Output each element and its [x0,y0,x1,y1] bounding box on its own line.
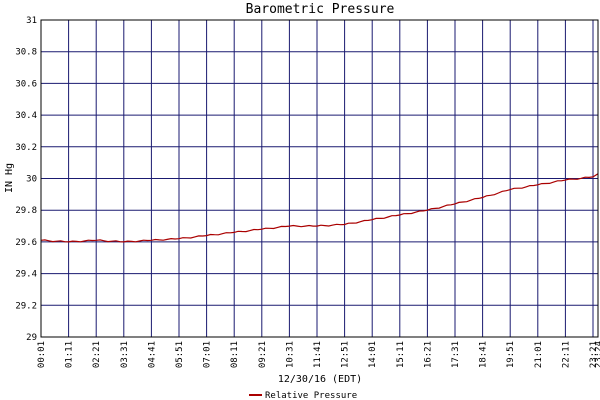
grid [40,19,599,338]
legend: Relative Pressure [249,391,357,400]
x-tick-label: 15:11 [396,341,406,368]
plot-frame [40,19,599,338]
y-tick-label: 29.2 [15,301,37,311]
x-tick-label: 19:51 [506,341,516,368]
x-tick-label: 22:11 [561,341,571,368]
x-tick-label: 00:01 [37,341,47,368]
x-tick-label: 23:21 [589,341,599,368]
x-tick-label: 08:11 [230,341,240,368]
x-tick-label: 02:21 [92,341,102,368]
x-tick-label: 11:41 [313,341,323,368]
series-layer [40,173,599,243]
y-tick-label: 31 [26,16,37,26]
y-tick-label: 30.8 [15,48,37,58]
y-tick-label: 29.8 [15,206,37,216]
x-tick-label: 07:01 [203,341,213,368]
x-tick-label: 21:01 [534,341,544,368]
y-tick-label: 29.4 [15,270,37,280]
x-tick-label: 03:31 [120,341,130,368]
x-tick-label: 18:41 [479,341,489,368]
x-tick-label: 04:41 [147,341,157,368]
x-tick-label: 05:51 [175,341,185,368]
x-tick-label: 14:01 [368,341,378,368]
y-tick-label: 30.4 [15,111,37,121]
x-tick-label: 23:24 [594,341,600,368]
y-tick-label: 29.6 [15,238,37,248]
x-tick-label: 12:51 [341,341,351,368]
x-tick-label: 01:11 [65,341,75,368]
chart-title: Barometric Pressure [246,2,395,17]
y-tick-label: 30.6 [15,79,37,89]
x-tick-labels: 00:01 01:11 02:21 03:31 04:41 05:51 07:01 08:11… [37,341,600,368]
x-tick-label: 16:21 [423,341,433,368]
y-tick-label: 30 [26,175,37,185]
series-line-relative-pressure [40,173,599,243]
x-axis-label: 12/30/16 (EDT) [278,374,362,385]
legend-label: Relative Pressure [265,391,357,400]
y-tick-label: 29 [26,333,37,343]
x-tick-label: 10:31 [285,341,295,368]
x-tick-label: 17:31 [451,341,461,368]
x-tick-label: 09:21 [258,341,268,368]
y-tick-label: 30.2 [15,143,37,153]
y-axis-label: IN Hg [4,163,15,193]
y-tick-labels: 31 30.8 30.6 30.4 30.2 30 29.8 29.6 29.4 29.2 29 [15,16,37,343]
